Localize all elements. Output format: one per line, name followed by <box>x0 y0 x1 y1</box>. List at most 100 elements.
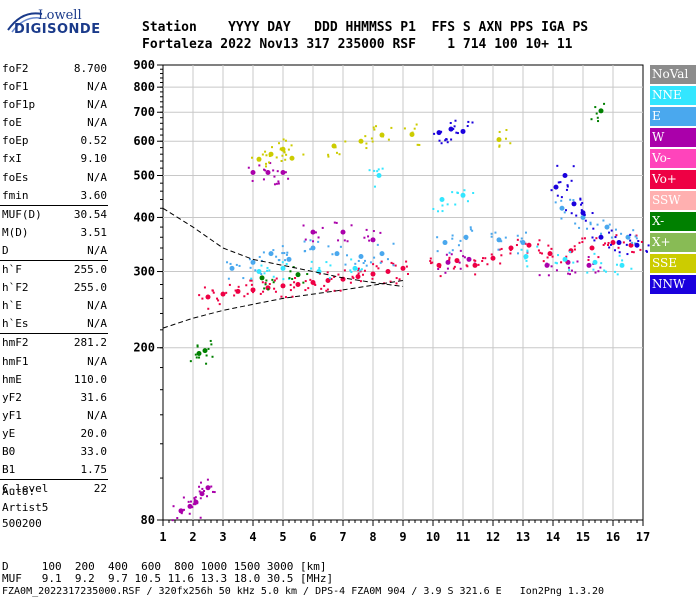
echo-pixel <box>614 236 617 239</box>
echo-point <box>496 137 502 143</box>
param-value: N/A <box>87 299 107 313</box>
echo-pixel <box>376 170 379 173</box>
echo-pixel <box>291 277 294 280</box>
echo-pixel <box>606 243 609 246</box>
echo-point <box>268 251 274 257</box>
echo-pixel <box>193 497 196 500</box>
x-tick-label: 3 <box>219 530 226 544</box>
echo-pixel <box>500 254 503 257</box>
echo-pixel <box>590 118 593 121</box>
param-value: 255.0 <box>73 281 107 295</box>
echo-pixel <box>273 279 276 282</box>
echo-pixel <box>603 269 606 272</box>
echo-pixel <box>250 283 253 286</box>
echo-pixel <box>593 239 596 242</box>
echo-pixel <box>444 271 447 274</box>
echo-pixel <box>432 207 435 210</box>
echo-point <box>340 229 346 235</box>
legend-item-e: E <box>650 107 696 126</box>
echo-pixel <box>272 275 275 278</box>
echo-pixel <box>520 237 523 240</box>
echo-pixel <box>610 236 613 239</box>
echo-point <box>250 287 256 293</box>
echo-pixel <box>569 198 572 201</box>
param-label: foF2 <box>2 62 29 75</box>
echo-pixel <box>268 155 271 158</box>
echo-pixel <box>258 164 261 167</box>
echo-point <box>379 251 385 257</box>
echo-pixel <box>238 264 241 267</box>
param-label: h`F2 <box>2 281 29 295</box>
param-row: h`Es N/A <box>0 315 112 333</box>
y-tick-label: 900 <box>133 58 155 72</box>
echo-pixel <box>639 248 642 251</box>
echo-pixel <box>377 168 380 171</box>
param-row: h`E N/A <box>0 297 112 315</box>
echo-pixel <box>349 269 352 272</box>
echo-pixel <box>438 266 441 269</box>
echo-pixel <box>171 519 174 522</box>
param-value: 3.60 <box>80 188 108 202</box>
echo-pixel <box>268 161 271 164</box>
echo-pixel <box>259 292 262 295</box>
echo-pixel <box>373 128 376 131</box>
echo-pixel <box>320 287 323 290</box>
echo-pixel <box>198 294 201 297</box>
echo-pixel <box>632 229 635 232</box>
param-row: hmE 110.0 <box>0 371 112 389</box>
param-label: h`Es <box>2 317 29 331</box>
echo-pixel <box>570 179 573 182</box>
echo-pixel <box>317 236 320 239</box>
legend-item-w: W <box>650 128 696 147</box>
echo-pixel <box>573 248 576 251</box>
echo-pixel <box>392 242 395 245</box>
echo-pixel <box>334 253 337 256</box>
echo-pixel <box>250 156 253 159</box>
echo-pixel <box>403 127 406 130</box>
echo-pixel <box>261 153 264 156</box>
echo-pixel <box>250 279 253 282</box>
echo-pixel <box>350 258 353 261</box>
echo-pixel <box>227 277 230 280</box>
echo-pixel <box>390 126 393 129</box>
logo-line1: Lowell <box>38 8 82 23</box>
echo-pixel <box>331 253 334 256</box>
param-row: fmin 3.60 <box>0 187 112 205</box>
echo-pixel <box>251 172 254 175</box>
echo-pixel <box>344 263 347 266</box>
echo-point <box>448 126 454 132</box>
echo-pixel <box>594 106 597 109</box>
echo-point <box>442 240 448 246</box>
echo-pixel <box>379 261 382 264</box>
echo-pixel <box>294 277 297 280</box>
echo-pixel <box>343 269 346 272</box>
echo-pixel <box>446 141 449 144</box>
echo-pixel <box>201 297 204 300</box>
echo-point <box>205 485 211 491</box>
echo-pixel <box>589 221 592 224</box>
echo-pixel <box>272 169 275 172</box>
echo-pixel <box>504 236 507 239</box>
echo-pixel <box>498 248 501 251</box>
echo-pixel <box>597 270 600 273</box>
echo-pixel <box>436 236 439 239</box>
echo-pixel <box>280 295 283 298</box>
echo-pixel <box>306 273 309 276</box>
echo-point <box>229 265 235 271</box>
echo-pixel <box>526 249 529 252</box>
echo-pixel <box>211 289 214 292</box>
param-label: B1 <box>2 463 16 477</box>
echo-point <box>280 283 286 289</box>
param-label: hmF2 <box>2 336 29 350</box>
x-tick-label: 2 <box>189 530 196 544</box>
legend-item-vominus: Vo- <box>650 149 696 168</box>
param-value: 9.10 <box>80 152 108 166</box>
echo-pixel <box>198 490 201 493</box>
echo-pixel <box>406 272 409 275</box>
echo-pixel <box>357 269 360 272</box>
echo-pixel <box>451 234 454 237</box>
param-value: 110.0 <box>73 372 107 386</box>
echo-pixel <box>293 281 296 284</box>
echo-pixel <box>537 243 540 246</box>
echo-pixel <box>285 153 288 156</box>
